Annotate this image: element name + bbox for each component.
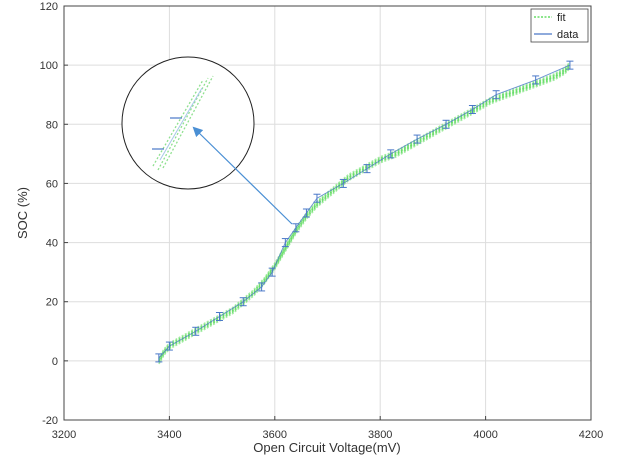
fit-band-line [158,64,571,362]
data-point [215,312,223,321]
y-axis-title: SOC (%) [15,187,30,239]
data-point [313,193,321,203]
data-point [413,134,421,144]
y-tick-label: 120 [40,1,58,13]
plot-area [64,6,591,420]
grid-lines [63,5,592,421]
y-tick-label: 40 [46,238,58,250]
zoom-inset [121,56,293,225]
x-tick-label: 4200 [579,429,603,441]
data-point [268,267,276,277]
x-tick-label: 3600 [263,429,287,441]
zoom-inset-data-line [159,87,203,161]
data-point [492,90,500,100]
data-series [155,60,574,363]
data-point [532,75,540,85]
fit-band-line [158,67,571,365]
legend-data-label: data [557,29,579,41]
y-tick-label: 0 [52,356,58,368]
data-point [239,297,247,307]
x-tick-label: 3200 [52,429,76,441]
x-tick-label: 4000 [473,429,497,441]
data-point [363,164,371,174]
fit-band-line [158,66,571,363]
y-tick-label: 60 [46,178,58,190]
data-line [158,64,571,359]
data-point [442,119,450,129]
data-point [468,105,476,114]
legend-box [530,8,589,43]
plot-frame [63,5,592,421]
zoom-inset-content [152,75,214,171]
zoom-arrow [192,126,293,225]
data-point [165,341,173,351]
y-tick-label: 20 [46,297,58,309]
y-tick-label: -20 [42,415,58,427]
x-tick-label: 3400 [157,429,181,441]
data-point [281,238,289,248]
data-point [339,178,347,188]
x-axis-title: Open Circuit Voltage(mV) [253,440,400,455]
x-tick-label: 3800 [368,429,392,441]
zoom-inset-fit-line [152,79,204,167]
legend-fit-label: fit [557,12,566,24]
x-tick-labels: 3200 3400 3600 3800 4000 4200 [52,429,603,441]
y-tick-label: 80 [46,119,58,131]
zoom-inset-circle [121,56,255,190]
data-point [292,223,300,233]
data-point [258,282,266,292]
data-point [155,353,163,363]
zoom-inset-fit-line [157,77,209,171]
legend: fit data [530,8,589,43]
fit-band-line [158,63,571,360]
data-point [387,149,395,159]
y-tick-labels: -20 0 20 40 60 80 100 120 [40,1,58,427]
data-point [566,60,574,70]
data-point [302,208,310,218]
zoom-inset-fit-line [162,75,214,169]
y-tick-label: 100 [40,60,58,72]
data-point [192,326,200,336]
